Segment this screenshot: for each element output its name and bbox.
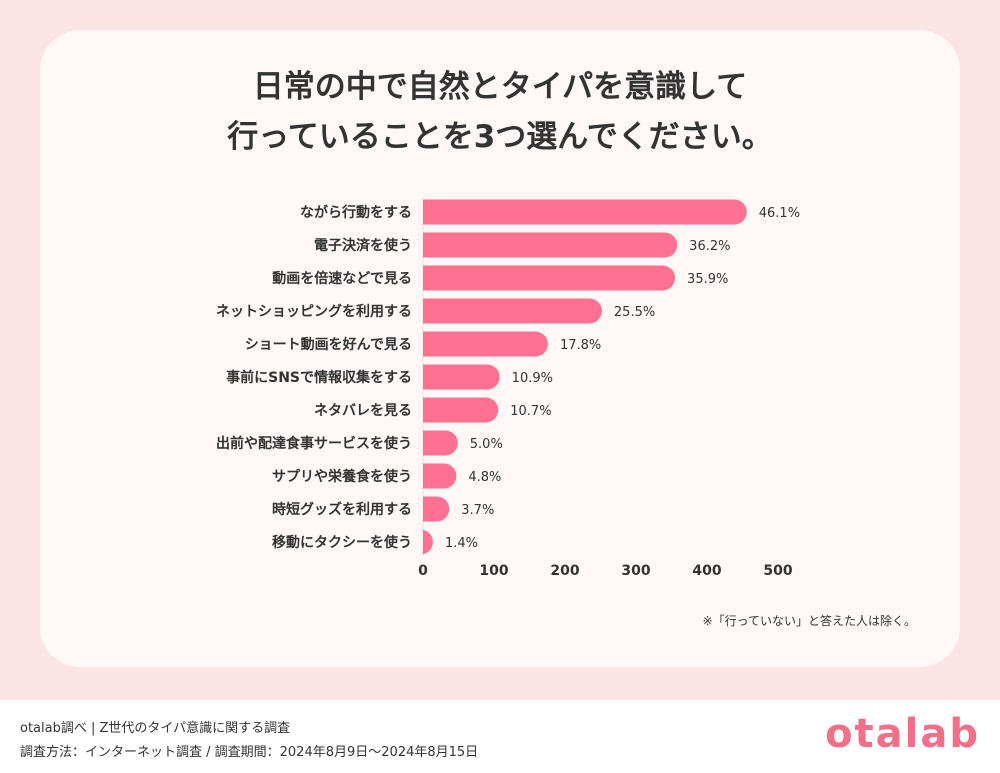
survey-method-text: 調査方法：インターネット調査 / 調査期間：2024年8月9日～2024年8月1… — [20, 745, 479, 760]
x-tick-label: 400 — [692, 563, 721, 579]
value-label: 3.7% — [461, 503, 494, 518]
value-label: 5.0% — [470, 437, 503, 452]
value-label: 4.8% — [468, 470, 501, 485]
bar-11 — [420, 529, 433, 555]
x-tick-label: 300 — [621, 563, 650, 579]
value-label: 46.1% — [759, 206, 800, 221]
category-label: 電子決済を使う — [314, 237, 412, 254]
chart-title-line-2: 行っていることを3つ選んでください。 — [227, 119, 773, 155]
bar-4 — [423, 298, 602, 324]
x-tick-label: 0 — [418, 563, 428, 579]
footer: otalab調べ | Z世代のタイパ意識に関する調査 調査方法：インターネット調… — [0, 700, 1000, 773]
bar-3 — [423, 265, 676, 291]
value-label: 10.9% — [512, 371, 553, 386]
source-text: otalab調べ | Z世代のタイパ意識に関する調査 — [20, 721, 291, 736]
value-label: 1.4% — [445, 536, 478, 551]
category-label: ネタバレを見る — [314, 403, 412, 419]
value-label: 35.9% — [687, 272, 728, 287]
bar-1 — [423, 199, 747, 225]
category-label: 時短グッズを利用する — [272, 501, 412, 518]
value-label: 25.5% — [614, 305, 655, 320]
bar-8 — [423, 430, 458, 456]
bar-9 — [423, 463, 457, 489]
otalab-logo: otalab — [825, 711, 980, 757]
bar-2 — [423, 232, 678, 258]
value-label: 17.8% — [560, 338, 601, 353]
chart-title-line-1: 日常の中で自然とタイパを意識して — [252, 69, 748, 105]
bar-5 — [423, 331, 548, 357]
footnote: ※「行っていない」と答えた人は除く。 — [702, 614, 916, 628]
bar-10 — [423, 496, 450, 522]
x-tick-label: 200 — [550, 563, 579, 579]
category-label: 出前や配達食事サービスを使う — [216, 435, 412, 452]
value-label: 10.7% — [510, 404, 551, 419]
bar-7 — [423, 397, 499, 423]
x-tick-label: 100 — [479, 563, 508, 579]
value-label: 36.2% — [689, 239, 730, 254]
category-label: ショート動画を好んで見る — [245, 336, 412, 353]
category-label: 移動にタクシーを使う — [272, 534, 412, 551]
category-label: 事前にSNSで情報収集をする — [226, 369, 412, 386]
x-tick-label: 500 — [763, 563, 792, 579]
category-label: ながら行動をする — [300, 204, 412, 221]
category-label: ネットショッピングを利用する — [216, 303, 412, 320]
bar-chart: ながら行動をする 46.1% 電子決済を使う 36.2% 動画を倍速などで見る 35.9%… — [216, 198, 800, 579]
bar-6 — [423, 364, 500, 390]
category-label: 動画を倍速などで見る — [272, 270, 412, 287]
category-label: サプリや栄養食を使う — [272, 468, 412, 485]
